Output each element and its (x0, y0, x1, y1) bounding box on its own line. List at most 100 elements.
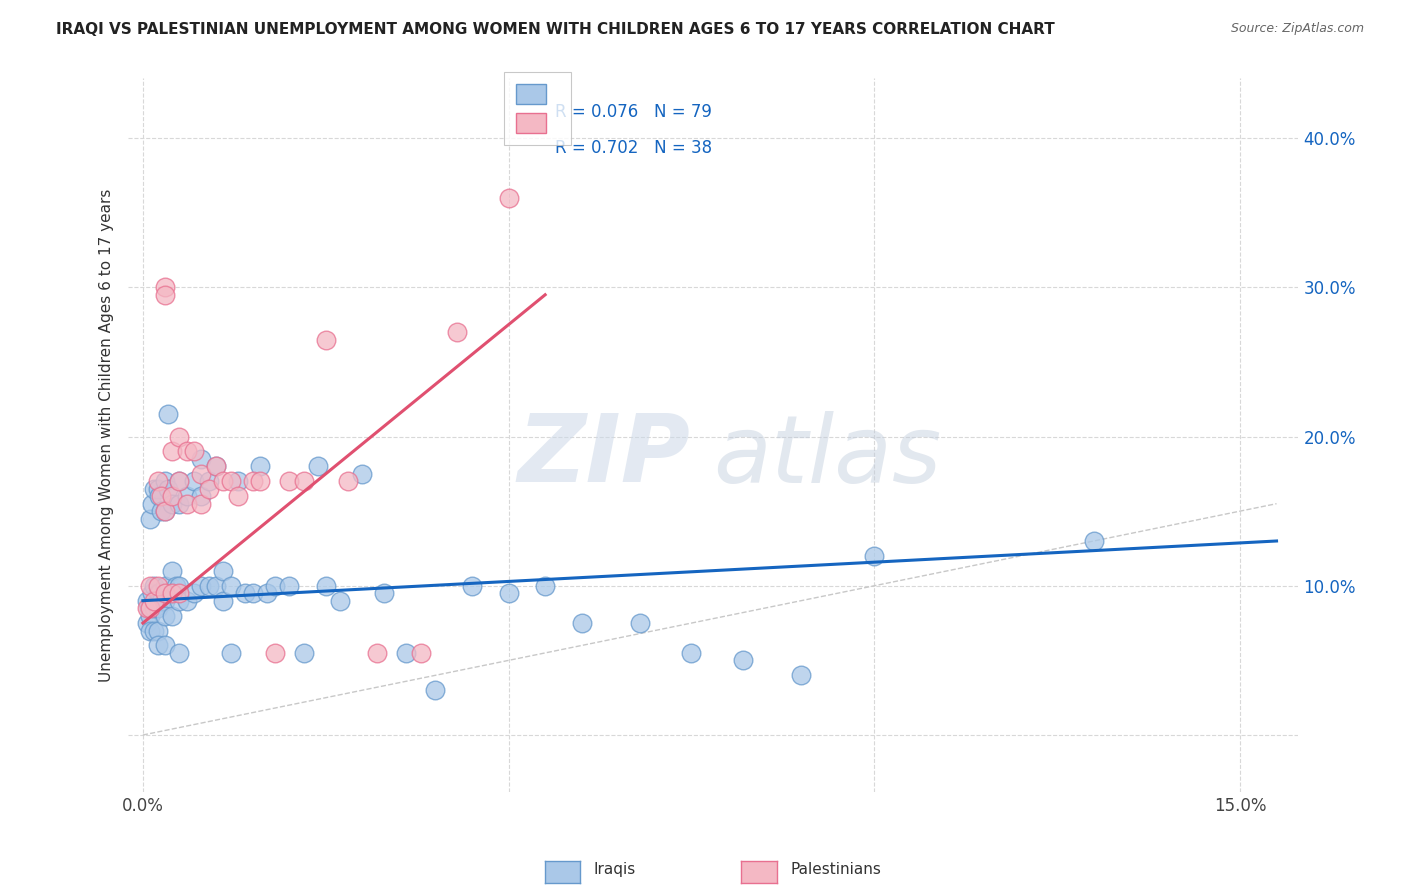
Text: R = 0.076   N = 79: R = 0.076 N = 79 (555, 103, 713, 121)
Iraqis (153, 475, 176, 489)
Palestinians (176, 444, 198, 458)
Iraqis (329, 593, 352, 607)
Iraqis (153, 504, 176, 518)
Palestinians (150, 489, 173, 503)
Palestinians (242, 475, 264, 489)
Palestinians (263, 646, 285, 660)
Palestinians (153, 504, 176, 518)
Iraqis (169, 475, 191, 489)
Iraqis (681, 646, 703, 660)
Iraqis (160, 586, 183, 600)
Iraqis (160, 608, 183, 623)
Iraqis (153, 608, 176, 623)
Iraqis (142, 601, 165, 615)
Palestinians (219, 475, 242, 489)
Iraqis (142, 624, 165, 638)
Iraqis (790, 668, 813, 682)
Iraqis (146, 639, 169, 653)
Iraqis (138, 601, 160, 615)
Palestinians (190, 497, 212, 511)
Palestinians (146, 579, 169, 593)
Palestinians (153, 287, 176, 301)
Palestinians (446, 325, 468, 339)
Palestinians (278, 475, 301, 489)
Iraqis (571, 616, 593, 631)
Text: Palestinians: Palestinians (790, 863, 882, 877)
Palestinians (315, 333, 337, 347)
Iraqis (731, 653, 754, 667)
Iraqis (256, 586, 278, 600)
Iraqis (148, 489, 170, 503)
Iraqis (263, 579, 285, 593)
Palestinians (160, 444, 183, 458)
Palestinians (135, 601, 157, 615)
Palestinians (205, 459, 228, 474)
Iraqis (139, 624, 162, 638)
Iraqis (461, 579, 484, 593)
Iraqis (142, 482, 165, 496)
Palestinians (292, 475, 315, 489)
Palestinians (226, 489, 249, 503)
Palestinians (169, 429, 191, 443)
Iraqis (205, 459, 228, 474)
Palestinians (146, 475, 169, 489)
Palestinians (160, 586, 183, 600)
Palestinians (160, 489, 183, 503)
Iraqis (278, 579, 301, 593)
Iraqis (146, 586, 169, 600)
Palestinians (183, 444, 205, 458)
Iraqis (153, 639, 176, 653)
Iraqis (242, 586, 264, 600)
Iraqis (153, 593, 176, 607)
Text: Source: ZipAtlas.com: Source: ZipAtlas.com (1230, 22, 1364, 36)
Iraqis (153, 579, 176, 593)
Text: Iraqis: Iraqis (593, 863, 636, 877)
Iraqis (169, 646, 191, 660)
Iraqis (157, 407, 180, 421)
Iraqis (219, 646, 242, 660)
Palestinians (142, 593, 165, 607)
Iraqis (307, 459, 329, 474)
Iraqis (146, 624, 169, 638)
Iraqis (373, 586, 395, 600)
Iraqis (212, 593, 235, 607)
Iraqis (425, 683, 447, 698)
Iraqis (160, 497, 183, 511)
Palestinians (153, 280, 176, 294)
Palestinians (366, 646, 388, 660)
Iraqis (150, 593, 173, 607)
Iraqis (190, 489, 212, 503)
Palestinians (139, 579, 162, 593)
Iraqis (628, 616, 651, 631)
Palestinians (176, 497, 198, 511)
Iraqis (190, 451, 212, 466)
Iraqis (160, 564, 183, 578)
Iraqis (169, 497, 191, 511)
Y-axis label: Unemployment Among Women with Children Ages 6 to 17 years: Unemployment Among Women with Children A… (100, 188, 114, 681)
Iraqis (498, 586, 520, 600)
Palestinians (336, 475, 359, 489)
Iraqis (176, 489, 198, 503)
Iraqis (197, 579, 219, 593)
Iraqis (183, 586, 205, 600)
Palestinians (249, 475, 271, 489)
Iraqis (197, 475, 219, 489)
Iraqis (176, 593, 198, 607)
Iraqis (183, 475, 205, 489)
Text: IRAQI VS PALESTINIAN UNEMPLOYMENT AMONG WOMEN WITH CHILDREN AGES 6 TO 17 YEARS C: IRAQI VS PALESTINIAN UNEMPLOYMENT AMONG … (56, 22, 1054, 37)
Text: R = 0.702   N = 38: R = 0.702 N = 38 (555, 139, 713, 157)
Iraqis (233, 586, 256, 600)
Palestinians (139, 601, 162, 615)
Iraqis (169, 579, 191, 593)
Iraqis (139, 511, 162, 525)
Iraqis (226, 475, 249, 489)
Iraqis (212, 564, 235, 578)
Text: ZIP: ZIP (517, 410, 690, 502)
Iraqis (142, 579, 165, 593)
Iraqis (146, 601, 169, 615)
Iraqis (165, 579, 187, 593)
Iraqis (150, 504, 173, 518)
Palestinians (190, 467, 212, 481)
Iraqis (139, 608, 162, 623)
Palestinians (153, 586, 176, 600)
